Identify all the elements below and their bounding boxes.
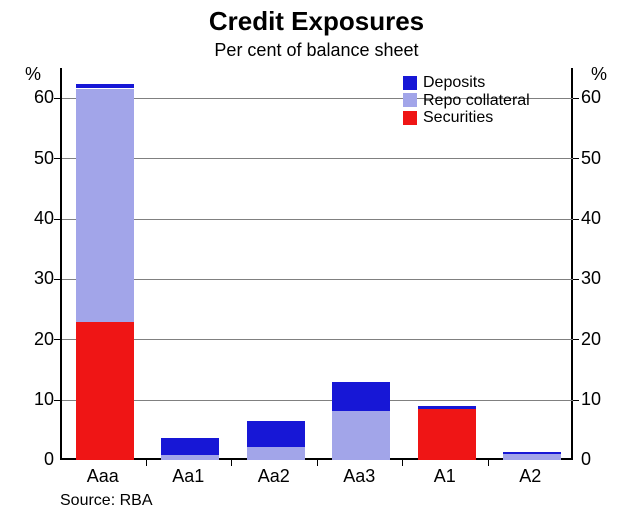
- tick-mark: [54, 400, 60, 401]
- credit-exposures-chart: Credit Exposures Per cent of balance she…: [0, 0, 633, 525]
- gridline: [62, 400, 575, 401]
- ytick-right: 0: [581, 449, 591, 470]
- legend-item: Securities: [403, 109, 530, 127]
- category-label: Aaa: [60, 466, 146, 487]
- legend-item: Deposits: [403, 74, 530, 92]
- legend-label: Repo collateral: [423, 92, 530, 110]
- bar-segment: [332, 411, 390, 460]
- chart-title: Credit Exposures: [0, 6, 633, 37]
- bar-segment: [247, 447, 305, 460]
- tick-mark: [54, 219, 60, 220]
- category-label: A1: [402, 466, 488, 487]
- ytick-left: 0: [14, 449, 54, 470]
- ytick-right: 10: [581, 389, 601, 410]
- category-label: A2: [488, 466, 574, 487]
- bar-segment: [161, 438, 219, 455]
- bar-segment: [503, 452, 561, 454]
- bar-segment: [418, 406, 476, 409]
- bar-segment: [418, 409, 476, 460]
- legend-label: Deposits: [423, 74, 485, 92]
- tick-mark: [573, 339, 579, 340]
- ytick-right: 40: [581, 208, 601, 229]
- bar-segment: [76, 84, 134, 89]
- ytick-right: 30: [581, 268, 601, 289]
- bar-segment: [247, 421, 305, 446]
- bar-segment: [161, 455, 219, 460]
- ytick-left: 50: [14, 148, 54, 169]
- tick-mark: [573, 400, 579, 401]
- tick-mark: [573, 219, 579, 220]
- ytick-right: 20: [581, 329, 601, 350]
- bar-segment: [332, 382, 390, 411]
- category-label: Aa1: [146, 466, 232, 487]
- ytick-right: 50: [581, 148, 601, 169]
- gridline: [62, 279, 575, 280]
- plot-area: [60, 68, 573, 460]
- legend-swatch: [403, 76, 417, 90]
- tick-mark: [54, 279, 60, 280]
- ytick-right: 60: [581, 87, 601, 108]
- legend-item: Repo collateral: [403, 92, 530, 110]
- category-label: Aa2: [231, 466, 317, 487]
- bar-segment: [76, 322, 134, 460]
- tick-mark: [573, 158, 579, 159]
- chart-source: Source: RBA: [60, 492, 152, 510]
- chart-subtitle: Per cent of balance sheet: [0, 40, 633, 61]
- gridline: [62, 158, 575, 159]
- tick-mark: [573, 279, 579, 280]
- ytick-left: 60: [14, 87, 54, 108]
- category-label: Aa3: [317, 466, 403, 487]
- legend-swatch: [403, 93, 417, 107]
- y-unit-right: %: [591, 64, 607, 85]
- ytick-left: 40: [14, 208, 54, 229]
- legend-label: Securities: [423, 109, 493, 127]
- tick-mark: [54, 98, 60, 99]
- gridline: [62, 219, 575, 220]
- y-unit-left: %: [25, 64, 41, 85]
- gridline: [62, 339, 575, 340]
- bar-segment: [503, 454, 561, 460]
- ytick-left: 20: [14, 329, 54, 350]
- ytick-left: 10: [14, 389, 54, 410]
- legend: DepositsRepo collateralSecurities: [403, 74, 530, 127]
- tick-mark: [573, 98, 579, 99]
- tick-mark: [54, 339, 60, 340]
- ytick-left: 30: [14, 268, 54, 289]
- bar-segment: [76, 89, 134, 323]
- legend-swatch: [403, 111, 417, 125]
- tick-mark: [54, 158, 60, 159]
